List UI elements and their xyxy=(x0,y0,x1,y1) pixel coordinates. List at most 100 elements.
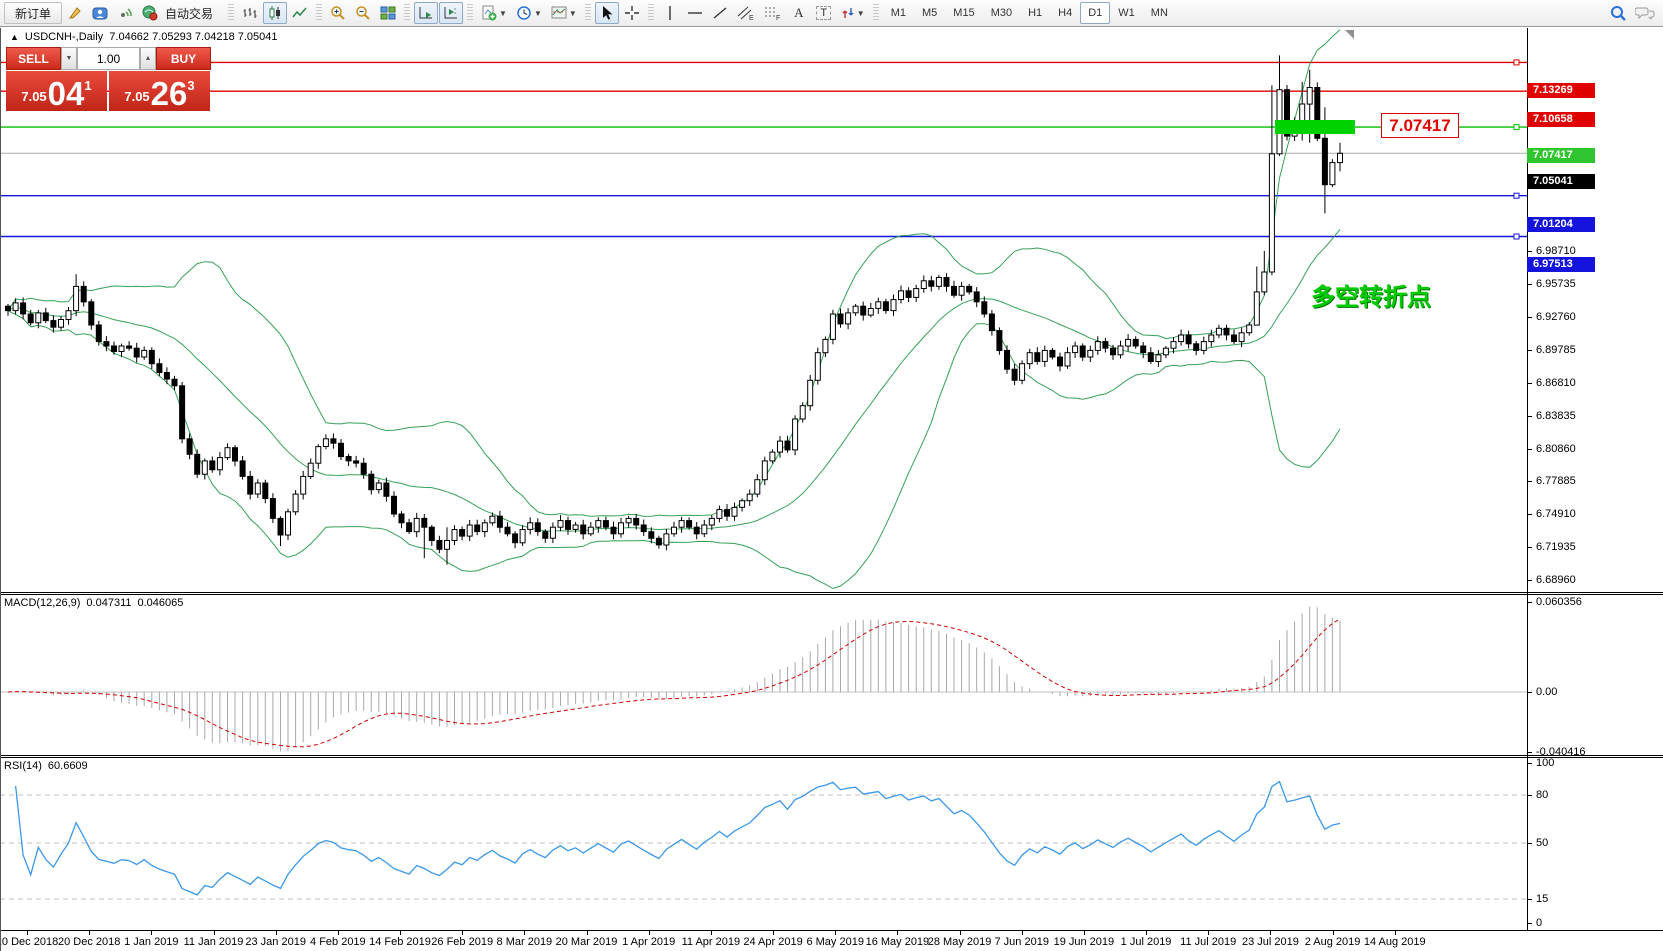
search-button[interactable] xyxy=(1606,2,1631,24)
crosshair-button[interactable] xyxy=(620,2,644,24)
date-axis[interactable]: 10 Dec 2018 20 Dec 2018 1 Jan 2019 11 Jan 2… xyxy=(0,931,1663,951)
vertical-line-button[interactable] xyxy=(658,2,682,24)
timeframe-m15[interactable]: M15 xyxy=(953,7,975,19)
macd-chart[interactable] xyxy=(0,595,1527,755)
timeframe-m1[interactable]: M1 xyxy=(890,7,906,19)
toolbar-separator xyxy=(647,4,654,22)
timeframe-mn[interactable]: MN xyxy=(1150,7,1168,19)
support-zone-rect[interactable] xyxy=(1275,120,1355,134)
main-price-axis[interactable]: 6.98710 6.95735 6.92760 6.89785 6.86810 6.838… xyxy=(1527,28,1663,592)
volume-decrease-button[interactable]: ▼ xyxy=(61,47,77,70)
arrows-button[interactable]: ▼ xyxy=(837,2,869,24)
trendline-button[interactable] xyxy=(708,2,732,24)
timeframe-d1[interactable]: D1 xyxy=(1080,2,1111,24)
svg-text:F: F xyxy=(776,15,780,21)
date-label: 23 Jul 2019 xyxy=(1241,936,1299,948)
scroll-to-end-marker xyxy=(1345,30,1354,39)
main-toolbar: 新订单 自动交易 ▼ ▼ ▼ E F A T ▼ M1 M5 M15 M30 H1 H4 D… xyxy=(0,0,1663,27)
rsi-axis[interactable]: 100 80 50 15 0 xyxy=(1527,758,1663,930)
chart-candles-button[interactable] xyxy=(263,2,288,24)
new-order-label: 新订单 xyxy=(15,6,52,21)
macd-pane[interactable]: MACD(12,26,9) 0.047311 0.046065 xyxy=(0,595,1527,755)
add-indicator-icon xyxy=(482,5,497,21)
date-label: 11 Jan 2019 xyxy=(183,936,244,948)
price-tag-7.13269: 7.13269 xyxy=(1527,83,1595,99)
macd-axis[interactable]: 0.060356 0.00 -0.040416 xyxy=(1527,595,1663,755)
new-order-button[interactable]: 新订单 xyxy=(4,2,63,24)
indicators-button[interactable]: ▼ xyxy=(477,2,511,24)
svg-text:E: E xyxy=(749,15,754,21)
auto-trading-button[interactable]: 自动交易 xyxy=(138,2,224,24)
date-label: 24 Apr 2019 xyxy=(743,936,803,948)
toolbar-separator xyxy=(467,4,474,22)
pane-separator xyxy=(0,930,1663,931)
timeframe-m30[interactable]: M30 xyxy=(990,7,1013,19)
date-label: 1 Jan 2019 xyxy=(124,936,179,948)
main-price-pane[interactable]: 7.07417 多空转折点 ▲ USDCNH-,Daily 7.04662 7.0… xyxy=(0,28,1527,592)
pane-separator[interactable] xyxy=(0,755,1663,758)
pane-separator[interactable] xyxy=(0,592,1663,595)
templates-button[interactable]: ▼ xyxy=(547,2,581,24)
price-level-label[interactable]: 7.07417 xyxy=(1381,113,1459,138)
volume-increase-button[interactable]: ▲ xyxy=(140,47,156,70)
rsi-label-row: RSI(14) 60.6609 xyxy=(4,760,94,772)
text-label-button[interactable]: T xyxy=(812,2,836,24)
dropdown-caret-icon: ▼ xyxy=(568,8,577,18)
chat-button[interactable] xyxy=(1631,2,1659,24)
fibonacci-button[interactable]: F xyxy=(760,2,786,24)
price-tag-7.07417: 7.07417 xyxy=(1527,148,1595,164)
rsi-name: RSI(14) xyxy=(4,760,42,772)
buy-button[interactable]: BUY xyxy=(156,47,211,70)
horizontal-line-icon xyxy=(687,12,702,14)
date-label: 4 Feb 2019 xyxy=(310,936,366,948)
auto-scroll-button[interactable] xyxy=(414,2,439,24)
sell-price-button[interactable]: 7.05 04 1 xyxy=(6,71,107,111)
zoom-in-button[interactable] xyxy=(326,2,350,24)
periods-button[interactable]: ▼ xyxy=(512,2,546,24)
chart-bars-button[interactable] xyxy=(238,2,262,24)
timeframe-w1[interactable]: W1 xyxy=(1118,7,1135,19)
candlestick-chart-icon xyxy=(269,6,281,20)
candlestick-chart[interactable] xyxy=(0,28,1527,592)
chart-shift-button[interactable] xyxy=(439,2,464,24)
date-label: 8 Mar 2019 xyxy=(496,936,553,948)
clock-icon xyxy=(517,6,531,20)
buy-price-button[interactable]: 7.05 26 3 xyxy=(109,71,210,111)
community-person-icon xyxy=(92,7,108,20)
text-a-icon: A xyxy=(794,5,804,20)
buy-price-pips: 26 xyxy=(150,74,188,112)
date-label: 14 Aug 2019 xyxy=(1363,936,1426,948)
date-label: 19 Jun 2019 xyxy=(1053,936,1115,948)
horizontal-line-button[interactable] xyxy=(683,2,707,24)
collapse-panel-icon[interactable]: ▲ xyxy=(10,32,19,42)
date-label: 28 May 2019 xyxy=(927,936,992,948)
tile-windows-button[interactable] xyxy=(376,2,400,24)
dropdown-caret-icon: ▼ xyxy=(499,8,507,18)
zoom-out-button[interactable] xyxy=(351,2,375,24)
date-label: 16 May 2019 xyxy=(865,936,930,948)
rsi-chart[interactable] xyxy=(0,758,1527,930)
sell-button[interactable]: SELL xyxy=(6,47,61,70)
text-button[interactable]: A xyxy=(787,2,811,24)
rsi-pane[interactable]: RSI(14) 60.6609 xyxy=(0,758,1527,930)
sell-price-major: 7.05 xyxy=(21,89,47,104)
metaeditor-button[interactable] xyxy=(63,2,87,24)
timeframe-m5[interactable]: M5 xyxy=(922,7,938,19)
date-label: 14 Feb 2019 xyxy=(369,936,431,948)
signals-button[interactable] xyxy=(113,2,137,24)
chart-line-button[interactable] xyxy=(288,2,312,24)
template-chart-icon xyxy=(551,6,567,19)
volume-input[interactable] xyxy=(77,47,140,70)
equidistant-channel-button[interactable]: E xyxy=(733,2,759,24)
timeframe-h4[interactable]: H4 xyxy=(1058,7,1073,19)
price-tag-7.01204: 7.01204 xyxy=(1527,216,1595,232)
community-button[interactable] xyxy=(88,2,112,24)
cursor-button[interactable] xyxy=(594,2,619,24)
text-label-icon: T xyxy=(816,6,832,20)
buy-price-point: 3 xyxy=(187,78,195,93)
crosshair-icon xyxy=(624,6,639,20)
rsi-value: 60.6609 xyxy=(47,760,88,772)
chart-annotation-text[interactable]: 多空转折点 xyxy=(1311,284,1431,311)
chart-symbol-period: USDCNH-,Daily xyxy=(24,31,104,43)
timeframe-h1[interactable]: H1 xyxy=(1028,7,1043,19)
